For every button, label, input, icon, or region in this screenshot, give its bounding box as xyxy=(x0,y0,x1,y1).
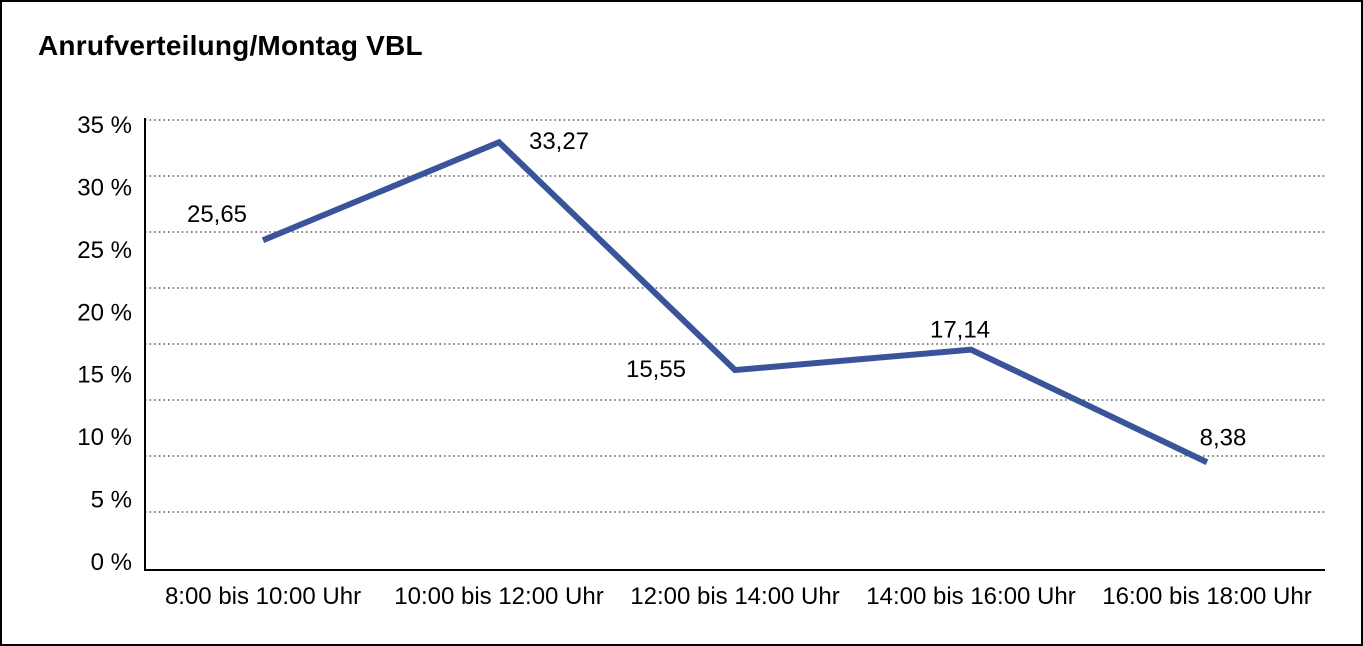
value-label: 15,55 xyxy=(626,356,686,383)
value-label: 8,38 xyxy=(1200,424,1247,451)
value-label: 17,14 xyxy=(930,317,990,344)
chart-title: Anrufverteilung/Montag VBL xyxy=(38,30,423,61)
x-tick-label: 14:00 bis 16:00 Uhr xyxy=(866,583,1075,610)
y-tick-label: 0 % xyxy=(91,549,132,576)
y-tick-label: 15 % xyxy=(77,362,132,389)
data-line xyxy=(261,138,1209,465)
y-tick-label: 10 % xyxy=(77,424,132,451)
y-tick-label: 30 % xyxy=(77,174,132,201)
y-tick-label: 20 % xyxy=(77,299,132,326)
value-label: 33,27 xyxy=(529,128,589,155)
x-tick-label: 16:00 bis 18:00 Uhr xyxy=(1102,583,1311,610)
x-tick-label: 8:00 bis 10:00 Uhr xyxy=(165,583,361,610)
value-label: 25,65 xyxy=(187,201,247,228)
x-tick-label: 12:00 bis 14:00 Uhr xyxy=(630,583,839,610)
y-tick-label: 35 % xyxy=(77,112,132,139)
y-tick-label: 25 % xyxy=(77,237,132,264)
y-tick-label: 5 % xyxy=(91,487,132,514)
x-tick-label: 10:00 bis 12:00 Uhr xyxy=(394,583,603,610)
